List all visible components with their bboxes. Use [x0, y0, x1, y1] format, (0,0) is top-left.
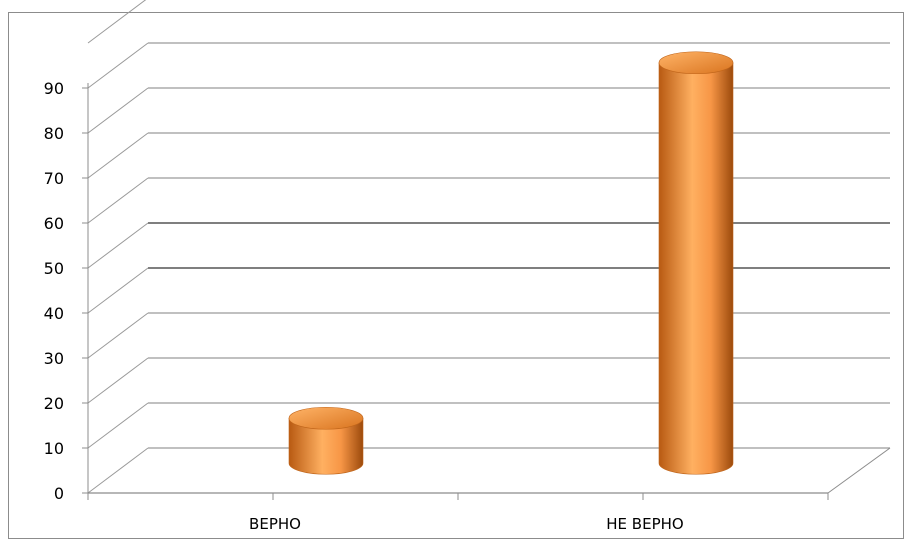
bar-body: [658, 62, 734, 475]
bar-body: [288, 417, 364, 475]
gridline-side-40: [87, 267, 149, 314]
gridline-side-70: [87, 132, 149, 179]
y-tick-label: 10: [44, 439, 64, 458]
gridline-side-50: [87, 222, 149, 269]
y-tick-label: 30: [44, 349, 64, 368]
gridline-side-60: [87, 177, 149, 224]
bar-1: [658, 51, 734, 475]
y-tick-label: 60: [44, 214, 64, 233]
y-tick-label: 40: [44, 304, 64, 323]
y-tick-label: 80: [44, 124, 64, 143]
x-category-label: ВЕРНО: [249, 515, 301, 533]
y-tick-label: 50: [44, 259, 64, 278]
chart-frame: [8, 12, 904, 539]
bar-cap: [658, 51, 734, 75]
gridline-side-90: [87, 42, 149, 89]
gridline-side-0: [87, 447, 149, 494]
floor-right-edge: [827, 447, 891, 494]
gridline-side-10: [87, 402, 149, 449]
y-tick-label: 0: [54, 484, 64, 503]
y-tick-label: 90: [44, 79, 64, 98]
bar-0: [288, 406, 364, 475]
gridline-side-100: [87, 0, 147, 44]
y-tick-label: 70: [44, 169, 64, 188]
x-category-label: НЕ ВЕРНО: [606, 515, 683, 533]
gridline-side-30: [87, 312, 149, 359]
bar-cap: [288, 406, 364, 430]
gridline-side-80: [87, 87, 149, 134]
gridline-side-20: [87, 357, 149, 404]
y-tick-label: 20: [44, 394, 64, 413]
